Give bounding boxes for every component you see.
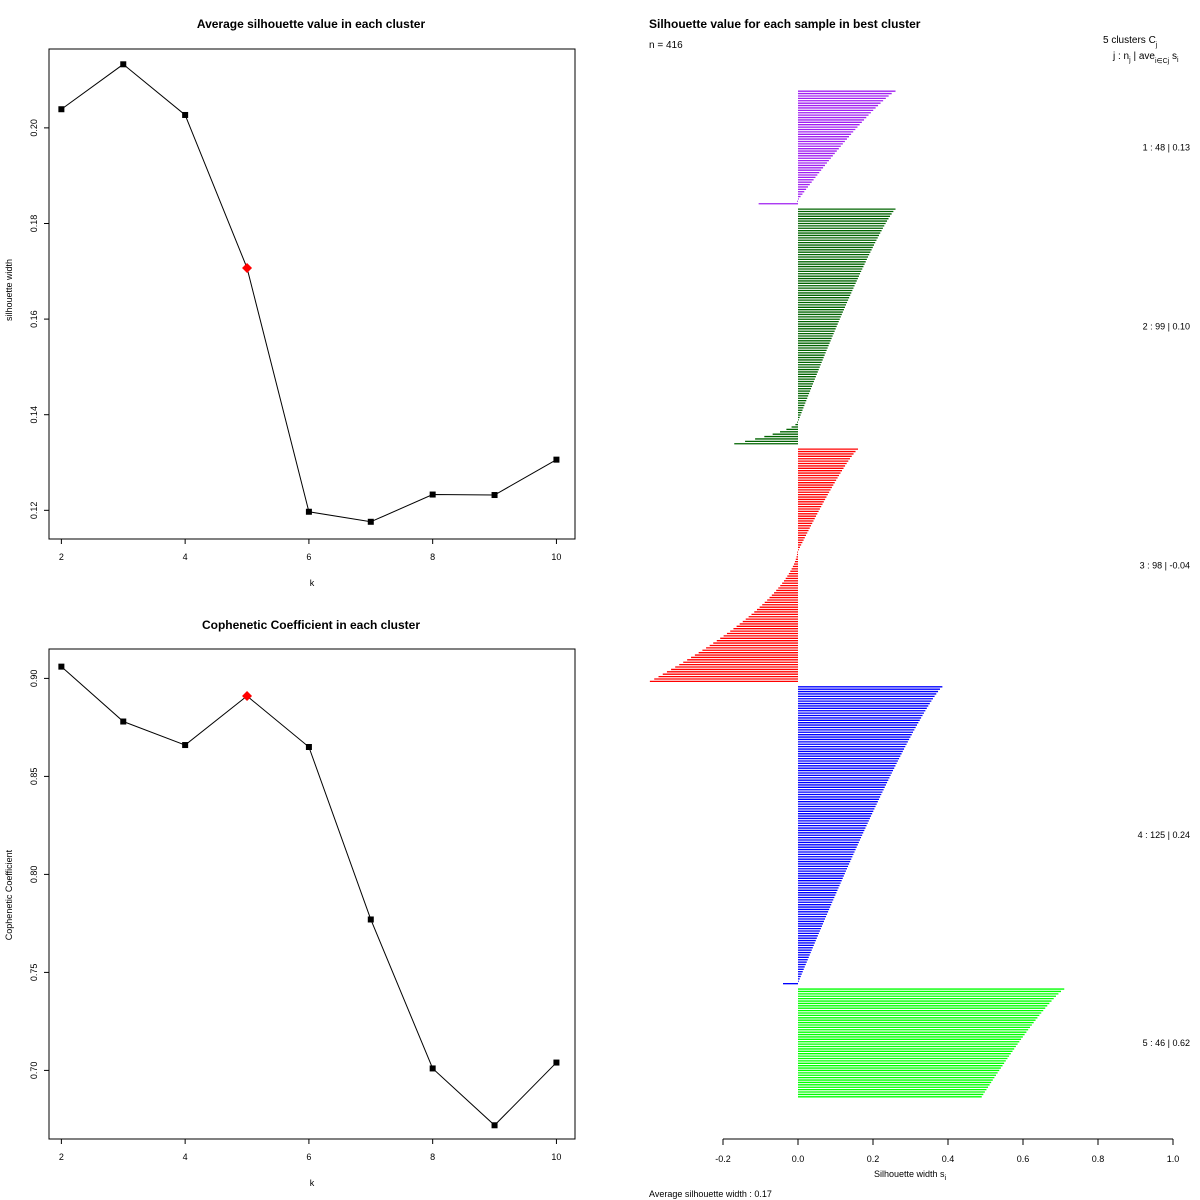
data-point: [120, 718, 127, 725]
data-point: [305, 508, 312, 515]
series-line: [61, 63, 557, 523]
cophenetic-y-label: Cophenetic Coefficient: [4, 849, 14, 940]
data-point: [182, 742, 189, 749]
x-tick-label: 0.8: [1092, 1154, 1105, 1164]
y-tick-label: 0.16: [29, 310, 39, 328]
x-tick-label: 8: [430, 552, 435, 562]
x-tick-label: 0.6: [1017, 1154, 1030, 1164]
silhouette-y-label: silhouette width: [4, 259, 14, 321]
cluster-1-label: 1 : 48 | 0.13: [1143, 142, 1190, 152]
x-tick-label: 2: [59, 552, 64, 562]
y-tick-label: 0.90: [29, 670, 39, 688]
x-tick-label: 8: [430, 1152, 435, 1162]
cluster-2-label: 2 : 99 | 0.10: [1143, 321, 1190, 331]
x-tick-label: 6: [306, 552, 311, 562]
data-point: [58, 106, 65, 113]
x-tick-label: 10: [551, 1152, 561, 1162]
data-point: [58, 663, 65, 670]
y-tick-label: 0.75: [29, 964, 39, 982]
x-tick-label: 0.0: [792, 1154, 805, 1164]
average-silhouette-width-footer: Average silhouette width : 0.17: [649, 1189, 772, 1199]
data-point: [305, 744, 312, 750]
highlight-point: [242, 262, 253, 273]
y-tick-label: 0.85: [29, 768, 39, 786]
data-point: [491, 1122, 498, 1129]
highlight-point: [242, 691, 253, 702]
y-tick-label: 0.12: [29, 502, 39, 520]
x-tick-label: 10: [551, 552, 561, 562]
plot-frame: [48, 48, 576, 540]
data-point: [120, 61, 127, 68]
cophenetic-chart-title: Cophenetic Coefficient in each cluster: [202, 618, 420, 632]
cluster-4-label: 4 : 125 | 0.24: [1138, 830, 1190, 840]
data-point: [182, 111, 189, 118]
x-tick-label: 2: [59, 1152, 64, 1162]
y-tick-label: 0.18: [29, 215, 39, 233]
cluster-5-label: 5 : 46 | 0.62: [1143, 1038, 1190, 1048]
x-tick-label: 1.0: [1167, 1154, 1180, 1164]
data-point: [553, 456, 560, 463]
y-tick-label: 0.80: [29, 866, 39, 884]
silhouette-width-x-label: Silhouette width si: [874, 1169, 947, 1182]
data-point: [367, 518, 374, 525]
legend-subheader: j : nj | avei∈Cj si: [1112, 51, 1179, 65]
silhouette-chart-title: Average silhouette value in each cluster: [197, 17, 426, 31]
x-tick-label: 0.4: [942, 1154, 955, 1164]
x-tick-label: 4: [183, 552, 188, 562]
cophenetic-line-chart: Cophenetic Coefficient in each cluster k…: [4, 618, 576, 1188]
silhouette-x-label: k: [310, 578, 315, 588]
x-tick-label: 4: [183, 1152, 188, 1162]
data-point: [429, 491, 436, 498]
data-point: [553, 1059, 560, 1066]
data-point: [429, 1065, 436, 1072]
x-tick-label: 0.2: [867, 1154, 880, 1164]
cophenetic-x-label: k: [310, 1178, 315, 1188]
x-tick-label: 6: [306, 1152, 311, 1162]
silhouette-bar-plot: Silhouette value for each sample in best…: [649, 17, 1190, 1199]
y-tick-label: 0.20: [29, 119, 39, 137]
plot-frame: [48, 648, 576, 1140]
x-tick-label: -0.2: [715, 1154, 731, 1164]
silhouette-line-chart: Average silhouette value in each cluster…: [4, 17, 576, 588]
cluster-3-label: 3 : 98 | -0.04: [1140, 560, 1190, 570]
data-point: [367, 916, 374, 923]
data-point: [491, 492, 498, 499]
y-tick-label: 0.14: [29, 406, 39, 424]
y-tick-label: 0.70: [29, 1062, 39, 1080]
sample-count-label: n = 416: [649, 40, 683, 51]
series-line: [61, 666, 557, 1126]
silhouette-plot-title: Silhouette value for each sample in best…: [649, 17, 921, 31]
legend-header: 5 clusters Cj: [1103, 35, 1158, 49]
